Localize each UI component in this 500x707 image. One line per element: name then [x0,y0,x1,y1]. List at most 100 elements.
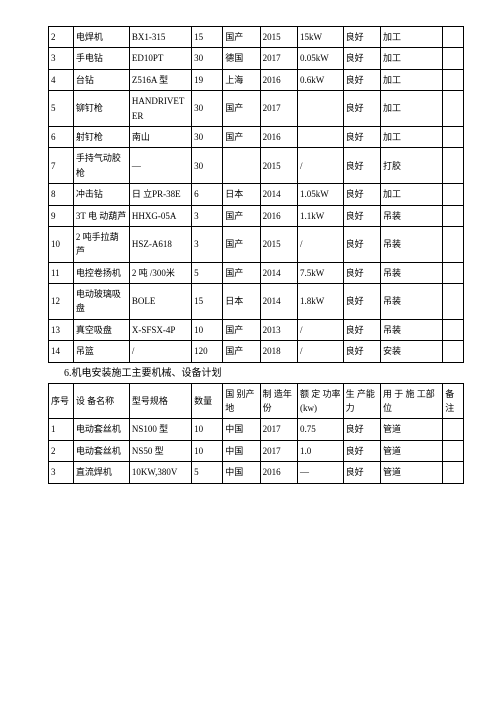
table-cell: 加工 [380,69,442,90]
table-cell: 2018 [260,341,297,362]
table-cell: 良好 [343,440,380,461]
table-cell: 良好 [343,226,380,262]
table-row: 3直流焊机10KW,380V5中国2016—良好管道 [49,462,464,483]
table-cell [443,148,464,184]
table-cell: 良好 [343,148,380,184]
table-cell [443,462,464,483]
table-cell: 用 于 施 工部位 [380,383,442,419]
table-cell: 中国 [223,419,260,440]
table-cell: — [297,462,343,483]
table-cell: NS100 型 [129,419,191,440]
table-cell: 吊装 [380,319,442,340]
table-cell [443,126,464,147]
table-cell: 台钻 [73,69,129,90]
table-cell: 中国 [223,462,260,483]
table-cell: 10 [192,419,223,440]
table-cell: 0.6kW [297,69,343,90]
table-cell: 国产 [223,27,260,48]
table-cell: Z516A 型 [129,69,191,90]
table-cell: 制 造年份 [260,383,297,419]
table-row: 4台钻Z516A 型19上海20160.6kW良好加工 [49,69,464,90]
table-cell: 5 [192,462,223,483]
table-cell: 吊装 [380,226,442,262]
table-row: 12电动玻璃吸盘BOLE15日本20141.8kW良好吊装 [49,284,464,320]
table-cell: 2 吨 /300米 [129,262,191,283]
table-cell: 加工 [380,27,442,48]
table-cell: 管道 [380,462,442,483]
table-row: 8冲击钻日 立PR-38E6日本20141.05kW良好加工 [49,184,464,205]
table-row: 2电焊机BX1-31515国产201515kW良好加工 [49,27,464,48]
table-row: 5铆钉枪HANDRIVETER30国产2017良好加工 [49,91,464,127]
table-cell: 30 [192,91,223,127]
table-cell: 2014 [260,262,297,283]
table-cell: 14 [49,341,74,362]
table-cell: 12 [49,284,74,320]
table-cell [297,126,343,147]
table-cell: / [129,341,191,362]
table-cell: 2016 [260,205,297,226]
table-cell: BOLE [129,284,191,320]
table-cell [223,148,260,184]
table-cell [443,419,464,440]
table-cell: 电动玻璃吸盘 [73,284,129,320]
table-cell: 国产 [223,226,260,262]
table-cell: 设 备名称 [73,383,129,419]
table-cell: 中国 [223,440,260,461]
table-cell [297,91,343,127]
table-row: 3手电钻ED10PT30德国20170.05kW良好加工 [49,48,464,69]
table-cell: 上海 [223,69,260,90]
table-cell: BX1-315 [129,27,191,48]
table-row: 102 吨手拉葫芦HSZ-A6183国产2015/良好吊装 [49,226,464,262]
table-cell: 型号规格 [129,383,191,419]
table-cell: 加工 [380,184,442,205]
table-cell [443,341,464,362]
table-cell: 15 [192,284,223,320]
table-cell: 备注 [443,383,464,419]
table-cell: 数量 [192,383,223,419]
table-cell [443,284,464,320]
table-cell: 1.0 [297,440,343,461]
table-cell: 10KW,380V [129,462,191,483]
table-cell: 3 [192,205,223,226]
table-cell: 2 吨手拉葫芦 [73,226,129,262]
table-row: 11电控卷扬机2 吨 /300米5国产20147.5kW良好吊装 [49,262,464,283]
table-cell [443,91,464,127]
table-cell: 13 [49,319,74,340]
table-row: 93T 电 动葫芦HHXG-05A3国产20161.1kW良好吊装 [49,205,464,226]
table-cell: 3T 电 动葫芦 [73,205,129,226]
table-cell: 2 [49,27,74,48]
table-cell: 德国 [223,48,260,69]
table-cell: 国产 [223,126,260,147]
table-cell: 良好 [343,262,380,283]
table-cell: 国产 [223,205,260,226]
table-cell: 加工 [380,91,442,127]
table-cell: 3 [49,48,74,69]
table-cell: 3 [49,462,74,483]
table-cell: 2017 [260,419,297,440]
table-cell: 国产 [223,262,260,283]
table-cell: 1.1kW [297,205,343,226]
table-cell: 手电钻 [73,48,129,69]
table-cell: 吊装 [380,284,442,320]
table-cell: 日 立PR-38E [129,184,191,205]
table-cell: HHXG-05A [129,205,191,226]
table-cell: 国产 [223,319,260,340]
table-cell: 19 [192,69,223,90]
table-cell: / [297,341,343,362]
table-cell: 手持气动胶枪 [73,148,129,184]
section-6-title: 6.机电安装施工主要机械、设备计划 [64,368,464,380]
table-cell: 2017 [260,91,297,127]
table-cell: / [297,148,343,184]
equipment-table-1: 2电焊机BX1-31515国产201515kW良好加工3手电钻ED10PT30德… [48,26,464,363]
table-cell: 安装 [380,341,442,362]
table-cell: 0.75 [297,419,343,440]
table-cell: 0.05kW [297,48,343,69]
table-cell: 吊装 [380,205,442,226]
table-cell [443,319,464,340]
table-cell: 7.5kW [297,262,343,283]
table-cell: 冲击钻 [73,184,129,205]
table-cell: 4 [49,69,74,90]
table-cell: / [297,319,343,340]
table-cell: 10 [49,226,74,262]
table-cell: / [297,226,343,262]
